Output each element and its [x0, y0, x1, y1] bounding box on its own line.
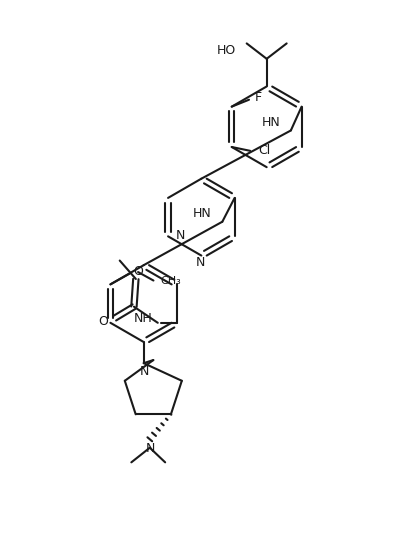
Text: N: N	[146, 442, 155, 455]
Text: F: F	[255, 91, 262, 104]
Text: N: N	[139, 365, 149, 378]
Text: HN: HN	[261, 116, 280, 129]
Text: HO: HO	[217, 44, 236, 57]
Text: CH₃: CH₃	[160, 277, 181, 286]
Text: N: N	[196, 256, 205, 269]
Text: HN: HN	[193, 207, 212, 220]
Text: Cl: Cl	[259, 144, 271, 157]
Text: O: O	[134, 265, 143, 278]
Text: O: O	[98, 315, 108, 328]
Text: N: N	[176, 229, 185, 242]
Text: NH: NH	[133, 312, 152, 325]
